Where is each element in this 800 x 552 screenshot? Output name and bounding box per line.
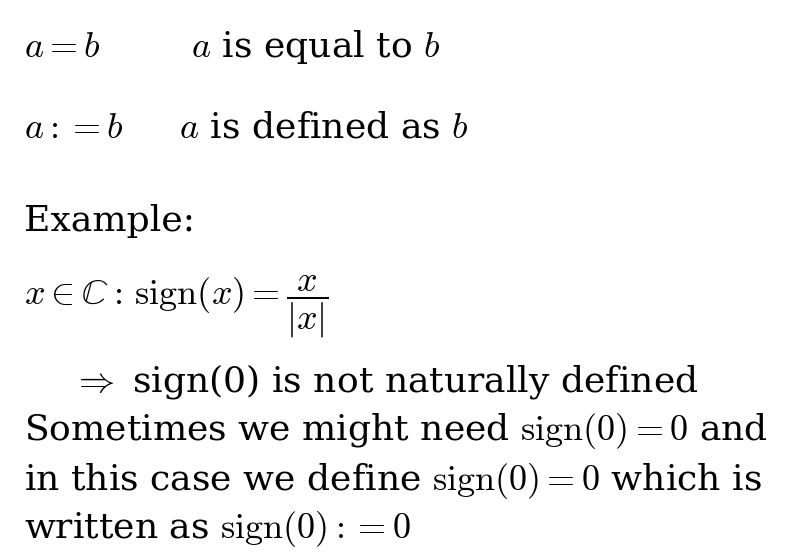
- Text: $a{=}b$        $a$ is equal to $b$: $a{=}b$ $a$ is equal to $b$: [24, 28, 440, 66]
- Text: written as $\mathrm{sign}(0){:=}0$: written as $\mathrm{sign}(0){:=}0$: [24, 509, 411, 549]
- Text: $x{\in}\mathbb{C}{:}\,\mathrm{sign}(x){=}\dfrac{x}{|x|}$: $x{\in}\mathbb{C}{:}\,\mathrm{sign}(x){=…: [24, 273, 329, 339]
- Text: Sometimes we might need $\mathrm{sign}(0){=}0$ and: Sometimes we might need $\mathrm{sign}(0…: [24, 411, 768, 451]
- Text: Example:: Example:: [24, 204, 195, 238]
- Text: $a{:=}b$     $a$ is defined as $b$: $a{:=}b$ $a$ is defined as $b$: [24, 110, 469, 145]
- Text: $\Rightarrow$ sign(0) is not naturally defined: $\Rightarrow$ sign(0) is not naturally d…: [72, 362, 698, 401]
- Text: in this case we define $\mathrm{sign}(0){=}0$ which is: in this case we define $\mathrm{sign}(0)…: [24, 461, 762, 501]
